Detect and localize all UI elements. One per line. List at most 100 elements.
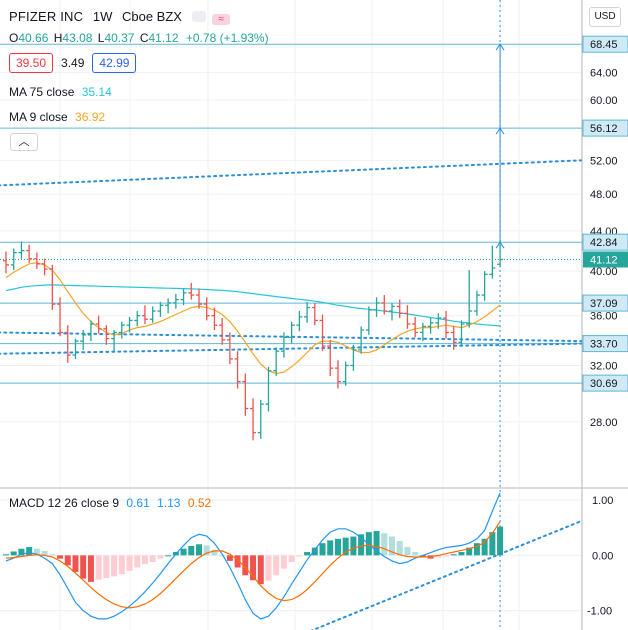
ohlc-bar: [404, 305, 411, 329]
ohlc-bar: [257, 399, 264, 439]
macd-histogram-bar: [381, 533, 388, 556]
macd-histogram-bar: [57, 555, 64, 559]
high-value: 43.08: [62, 31, 93, 45]
ohlc-bar: [95, 315, 102, 334]
macd-histogram-bar: [219, 555, 226, 557]
macd-histogram-bar: [141, 555, 148, 565]
ohlc-bar: [427, 318, 434, 334]
level-price-label: 42.84: [590, 237, 618, 249]
ohlc-bar: [412, 316, 419, 338]
buy-button[interactable]: 42.99: [92, 53, 137, 73]
macd-histogram-bar: [103, 555, 110, 579]
ohlc-bar: [319, 314, 326, 352]
ohlc-bar: [165, 298, 172, 314]
macd-histogram-bar: [72, 555, 79, 572]
ohlc-bar: [280, 332, 287, 358]
ohlc-bar: [10, 248, 17, 271]
macd-histogram-bar: [280, 555, 287, 569]
ohlc-bar: [203, 297, 210, 321]
level-price-tag: [582, 119, 628, 137]
level-price-label: 56.12: [590, 123, 618, 135]
collapse-legend-button[interactable]: ︿: [10, 133, 38, 151]
macd-histogram-bar: [18, 548, 25, 556]
ohlc-bar: [118, 321, 125, 339]
ohlc-bar: [64, 325, 71, 363]
ohlc-bar: [350, 344, 357, 371]
ohlc-bar: [458, 320, 465, 347]
price-axis-tick-label: 48.00: [590, 189, 618, 201]
currency-button[interactable]: USD: [589, 7, 621, 27]
macd-histogram-bar: [196, 544, 202, 556]
ohlc-bar: [188, 282, 195, 300]
ohlc-bar: [473, 290, 480, 316]
ohlc-legend: O40.66 H43.08 L40.37 C41.12 +0.78 (+1.93…: [9, 31, 269, 45]
ohlc-bar: [18, 241, 25, 259]
macd-histogram-bar: [95, 555, 102, 580]
macd-signal-value: 1.13: [157, 496, 181, 510]
price-axis-tick-label: 32.00: [590, 360, 618, 372]
exchange-label: Cboe BZX: [121, 9, 182, 24]
ohlc-bar: [219, 318, 226, 345]
macd-histogram-bar: [126, 555, 133, 571]
ma9-legend[interactable]: MA 9 close 36.92: [9, 110, 105, 124]
macd-histogram-bar: [157, 555, 164, 559]
ohlc-bar: [304, 301, 311, 323]
ma75-legend[interactable]: MA 75 close 35.14: [9, 85, 112, 99]
ohlc-bar: [435, 313, 442, 329]
macd-histogram-bar: [211, 549, 218, 556]
ohlc-bar: [497, 239, 504, 268]
macd-histogram-bar: [49, 554, 56, 556]
interval-label[interactable]: 1W: [92, 9, 113, 24]
ohlc-bar: [342, 361, 349, 386]
ohlc-bar: [273, 347, 280, 377]
close-value: 41.12: [148, 31, 179, 45]
price-axis-tick-label: 52.00: [590, 155, 618, 167]
macd-histogram-bar: [334, 538, 341, 556]
ohlc-bar: [489, 245, 496, 279]
ohlc-bar: [389, 302, 395, 321]
flag-icon[interactable]: [191, 11, 206, 22]
ohlc-bar: [234, 351, 241, 389]
macd-histogram-bar: [149, 555, 156, 562]
macd-histogram-bar: [203, 545, 210, 556]
ohlc-bar: [141, 305, 148, 324]
chevron-up-icon: ︿: [18, 136, 30, 148]
ohlc-bar: [149, 306, 156, 323]
level-price-label: 33.70: [590, 339, 618, 351]
trend-line-lower[interactable]: [0, 342, 583, 355]
arrow-up-icon: [495, 43, 505, 51]
ohlc-bar: [334, 360, 341, 389]
macd-histogram-bar: [118, 555, 125, 575]
sell-button[interactable]: 39.50: [9, 53, 54, 73]
eye-off-icon[interactable]: ≈: [212, 14, 231, 25]
spread-value: 3.49: [61, 56, 85, 70]
macd-histogram-bar: [373, 531, 380, 556]
level-price-label: 68.45: [590, 39, 618, 51]
macd-histogram-bar: [466, 547, 473, 556]
ohlc-bar: [49, 264, 56, 310]
macd-histogram-bar: [180, 548, 187, 556]
ma9-label: MA 9 close: [9, 110, 68, 124]
change-value: +0.78 (+1.93%): [185, 31, 269, 45]
macd-hist-value: 0.52: [187, 496, 212, 510]
macd-legend[interactable]: MACD 12 26 close 9 0.61 1.13 0.52: [9, 496, 211, 510]
ohlc-bar: [157, 301, 164, 317]
ohlc-bar: [211, 307, 218, 331]
trend-line-upper[interactable]: [0, 159, 583, 187]
trend-line-flat[interactable]: [0, 331, 583, 343]
price-axis-tick-label: 36.00: [590, 311, 618, 323]
macd-histogram-bar: [41, 550, 48, 556]
macd-histogram-bar: [350, 536, 357, 556]
macd-histogram-bar: [3, 554, 9, 556]
ohlc-bar: [450, 326, 457, 350]
macd-histogram-bar: [319, 543, 326, 556]
macd-trend-line[interactable]: [299, 520, 583, 630]
macd-axis-tick-label: -1.00: [587, 606, 612, 618]
macd-histogram-bar: [87, 555, 94, 582]
macd-histogram-bar: [435, 555, 442, 558]
ma9-value: 36.92: [75, 110, 106, 124]
price-axis-tick-label: 64.00: [590, 68, 618, 80]
macd-histogram-bar: [412, 552, 419, 556]
macd-histogram-bar: [64, 555, 71, 566]
